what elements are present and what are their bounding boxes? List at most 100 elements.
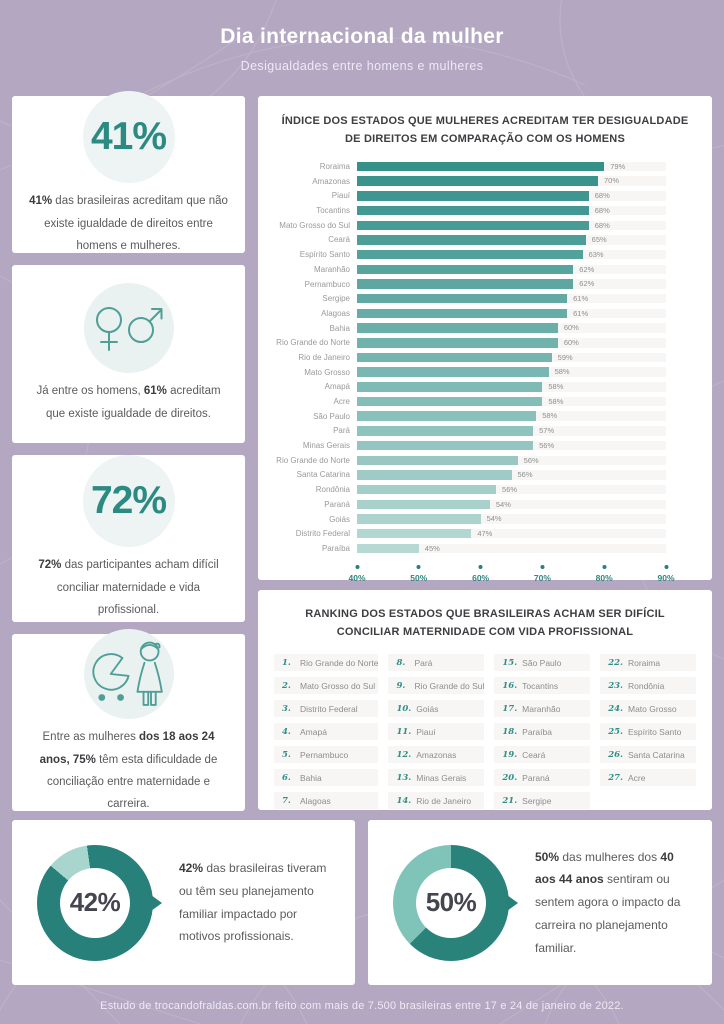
text-segment: das participantes acham difícil concilia… bbox=[56, 559, 219, 617]
bar-track: 68% bbox=[357, 191, 666, 201]
text-segment: das brasileiras tiveram ou têm seu plane… bbox=[179, 860, 327, 944]
bar bbox=[357, 396, 543, 407]
bar-value-label: 68% bbox=[594, 220, 610, 230]
state-label: Amapá bbox=[324, 382, 350, 392]
state-label: Roraima bbox=[319, 162, 350, 172]
ranking-number: 6. bbox=[282, 772, 291, 783]
bar bbox=[357, 440, 534, 451]
bar-chart-rows: Roraima 79% Amazonas 70% Piauí 68% Tocantins 68… bbox=[274, 159, 696, 556]
ranking-number: 1. bbox=[282, 657, 291, 668]
ranking-item: 24. Mato Grosso bbox=[600, 700, 696, 718]
ranking-number: 18. bbox=[502, 726, 518, 737]
state-label: Minas Gerais bbox=[302, 441, 350, 451]
ranking-item: 1. Rio Grande do Norte bbox=[274, 654, 379, 672]
bar-value-label: 61% bbox=[573, 308, 589, 318]
bar-track: 58% bbox=[357, 367, 666, 377]
axis-tick-label: 40% bbox=[348, 572, 366, 583]
ranking-item: 3. Distrito Federal bbox=[274, 700, 379, 718]
ranking-number: 8. bbox=[396, 657, 406, 668]
ranking-number: 15. bbox=[502, 657, 518, 668]
ranking-item: 16. Tocantins bbox=[494, 677, 591, 695]
bar-chart-row: Pernambuco 62% bbox=[274, 277, 696, 292]
bar-track: 68% bbox=[357, 205, 666, 216]
bar-value-label: 47% bbox=[477, 528, 493, 538]
bar-track: 54% bbox=[357, 499, 666, 510]
axis-tick-label: 90% bbox=[657, 572, 675, 583]
bar-value-label: 59% bbox=[557, 352, 573, 362]
bar-chart-row: Alagoas 61% bbox=[274, 306, 696, 321]
bar bbox=[357, 484, 497, 495]
bar-value-label: 58% bbox=[548, 382, 564, 392]
bar bbox=[357, 543, 419, 554]
bar-track: 58% bbox=[357, 411, 666, 421]
bar-value-label: 56% bbox=[523, 455, 539, 465]
ranking-number: 9. bbox=[396, 680, 406, 691]
bar-track: 56% bbox=[357, 455, 666, 466]
bar-track: 56% bbox=[357, 484, 666, 495]
stat-number-72: 72% bbox=[90, 479, 167, 523]
ranking-item: 17. Maranhão bbox=[494, 700, 591, 718]
state-label: Piauí bbox=[331, 191, 350, 201]
axis-tick: 70% bbox=[534, 564, 551, 583]
stat-number-41: 41% bbox=[90, 115, 167, 159]
axis-tick: 90% bbox=[657, 564, 675, 583]
bar-chart-row: Pará 57% bbox=[274, 424, 696, 439]
ranking-number: 5. bbox=[282, 749, 291, 760]
bar bbox=[357, 293, 568, 304]
donut-card-text: 42% das brasileiras tiveram ou têm seu p… bbox=[179, 857, 330, 948]
ranking-state-name: Alagoas bbox=[300, 795, 331, 806]
ranking-state-name: Pará bbox=[414, 657, 433, 668]
ranking-column: 22. Roraima 23. Rondônia 24. Mato Grosso 25. Es… bbox=[600, 654, 696, 809]
bar-track: 60% bbox=[357, 323, 666, 333]
ranking-item: 13. Minas Gerais bbox=[388, 769, 485, 787]
ranking-item: 12. Amazonas bbox=[388, 746, 485, 764]
bar-chart-row: Ceará 65% bbox=[274, 233, 696, 248]
bar-chart-row: Sergipe 61% bbox=[274, 291, 696, 306]
bar bbox=[357, 220, 589, 231]
ranking-item: 7. Alagoas bbox=[274, 792, 379, 810]
bar-track: 57% bbox=[357, 426, 666, 436]
state-label: Acre bbox=[333, 397, 350, 407]
bar-value-label: 58% bbox=[542, 411, 558, 421]
bar-chart-row: Rio de Janeiro 59% bbox=[274, 350, 696, 365]
bar bbox=[357, 411, 537, 421]
bar-chart-row: Mato Grosso 58% bbox=[274, 365, 696, 380]
bar-chart-row: Santa Catarina 56% bbox=[274, 468, 696, 483]
bar bbox=[357, 279, 574, 289]
donut-chart-50: 50% bbox=[393, 844, 518, 961]
bar-value-label: 56% bbox=[539, 440, 555, 450]
state-label: Maranhão bbox=[313, 264, 350, 274]
ranking-number: 19. bbox=[502, 749, 518, 760]
bar-track: 58% bbox=[357, 382, 666, 392]
ranking-number: 12. bbox=[396, 749, 412, 760]
ranking-title: RANKING DOS ESTADOS QUE BRASILEIRAS ACHA… bbox=[305, 608, 665, 638]
bar-value-label: 68% bbox=[594, 205, 610, 215]
state-label: Rio Grande do Norte bbox=[276, 338, 350, 348]
state-label: Espírito Santo bbox=[299, 250, 350, 260]
state-label: Alagoas bbox=[321, 308, 350, 318]
ranking-number: 20. bbox=[502, 772, 518, 783]
text-segment: 41% bbox=[29, 195, 53, 208]
bar-track: 56% bbox=[357, 470, 666, 480]
ranking-column: 8. Pará 9. Rio Grande do Sul 10. Goiás 11. Piau… bbox=[388, 654, 485, 810]
ranking-state-name: Goiás bbox=[416, 703, 439, 714]
mother-and-pram-icon bbox=[91, 641, 163, 707]
icon-circle-background bbox=[83, 629, 174, 720]
bar bbox=[357, 323, 558, 333]
ranking-item: 8. Pará bbox=[388, 654, 485, 672]
gender-symbols-icon bbox=[95, 307, 162, 352]
ranking-item: 26. Santa Catarina bbox=[600, 746, 696, 764]
bar-value-label: 70% bbox=[604, 176, 620, 186]
ranking-number: 7. bbox=[282, 795, 291, 806]
ranking-state-name: Tocantins bbox=[522, 680, 559, 691]
bar-track: 62% bbox=[357, 264, 666, 275]
ranking-number: 21. bbox=[502, 795, 518, 806]
text-segment: têm esta dificuldade de conciliação entr… bbox=[46, 753, 218, 811]
bar-track: 47% bbox=[357, 528, 666, 539]
state-label: Santa Catarina bbox=[296, 470, 350, 480]
text-segment: Entre as mulheres bbox=[42, 731, 140, 744]
bar bbox=[357, 308, 568, 319]
state-label: São Paulo bbox=[313, 411, 350, 421]
bar-chart-row: Mato Grosso do Sul 68% bbox=[274, 218, 696, 233]
